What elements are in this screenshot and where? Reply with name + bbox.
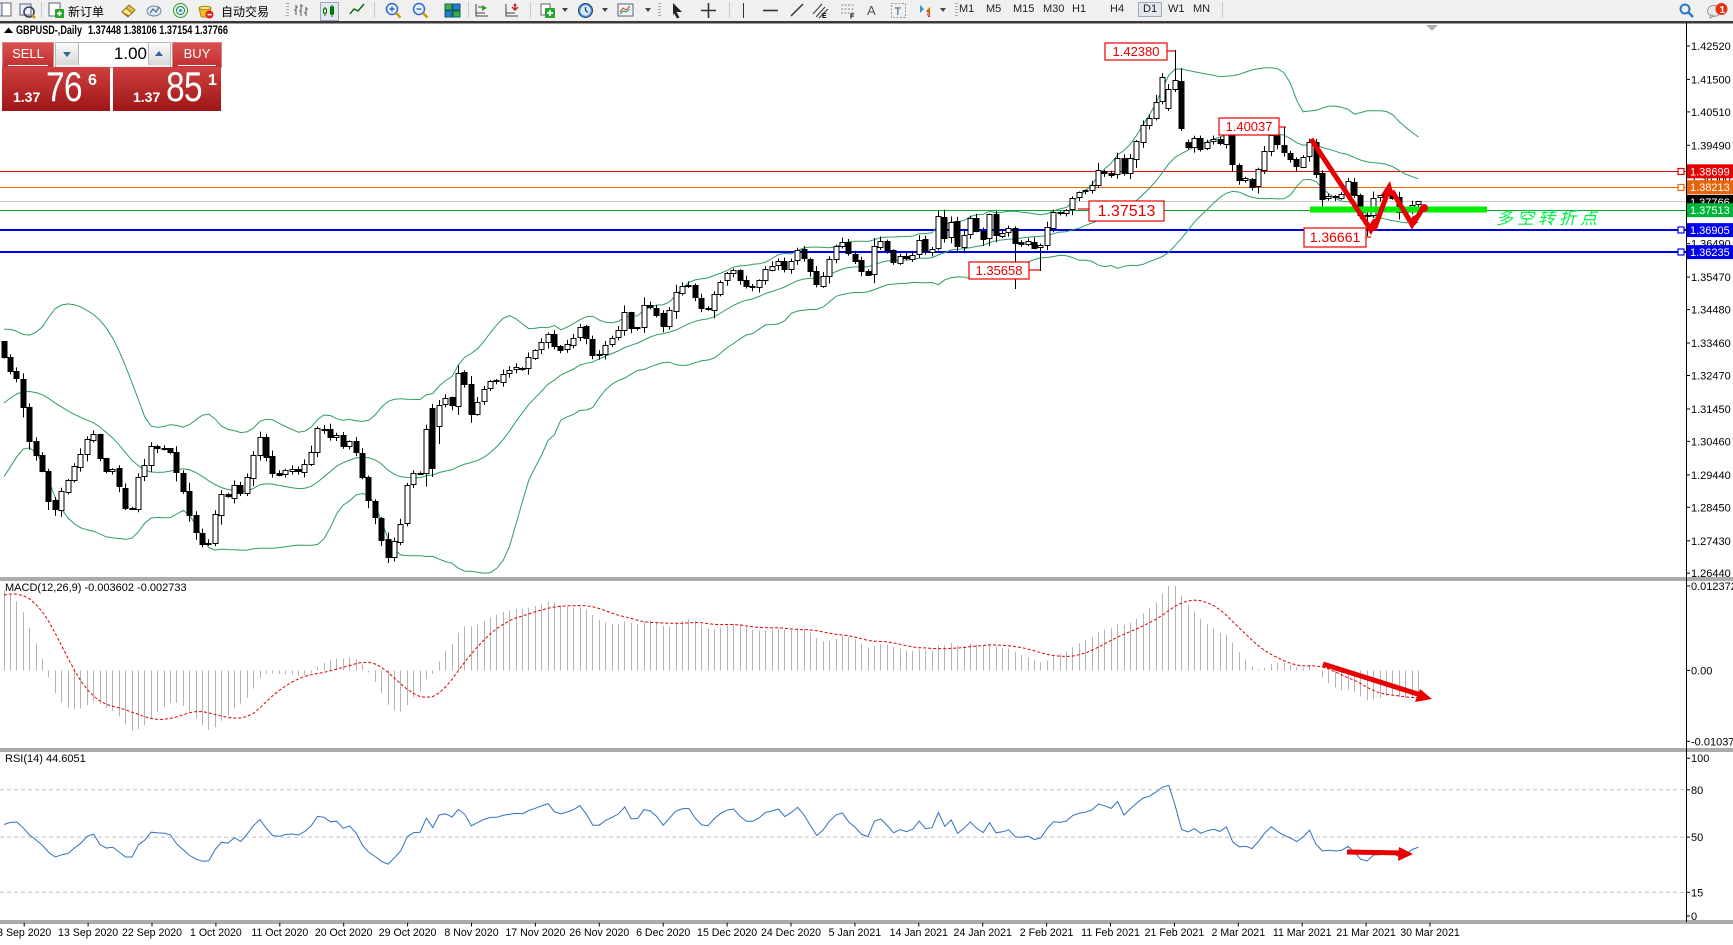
svg-text:1.32470: 1.32470 [1691, 371, 1731, 383]
svg-text:11 Feb 2021: 11 Feb 2021 [1081, 927, 1140, 939]
svg-text:100: 100 [1691, 753, 1709, 765]
svg-text:1 Oct 2020: 1 Oct 2020 [190, 927, 242, 939]
svg-text:29 Oct 2020: 29 Oct 2020 [379, 927, 437, 939]
svg-text:6 Dec 2020: 6 Dec 2020 [636, 927, 690, 939]
svg-text:1.26440: 1.26440 [1691, 568, 1731, 580]
svg-text:MACD(12,26,9) -0.003602 -0.002: MACD(12,26,9) -0.003602 -0.002733 [5, 582, 187, 594]
svg-text:1.31450: 1.31450 [1691, 404, 1731, 416]
svg-text:1.38699: 1.38699 [1690, 166, 1730, 178]
svg-text:8 Nov 2020: 8 Nov 2020 [444, 927, 498, 939]
svg-text:24 Jan 2021: 24 Jan 2021 [954, 927, 1012, 939]
svg-text:30 Mar 2021: 30 Mar 2021 [1400, 927, 1460, 939]
svg-text:1.28450: 1.28450 [1691, 502, 1731, 514]
svg-text:1.34480: 1.34480 [1691, 305, 1731, 317]
svg-text:22 Sep 2020: 22 Sep 2020 [122, 927, 182, 939]
svg-text:E: E [822, 13, 827, 19]
svg-text:0.00: 0.00 [1691, 665, 1712, 677]
svg-text:T: T [895, 6, 902, 18]
svg-text:-0.010374: -0.010374 [1691, 736, 1733, 748]
svg-text:1: 1 [1720, 5, 1726, 16]
svg-text:5 Jan 2021: 5 Jan 2021 [829, 927, 882, 939]
svg-text:2 Mar 2021: 2 Mar 2021 [1212, 927, 1266, 939]
svg-text:13 Sep 2020: 13 Sep 2020 [58, 927, 118, 939]
svg-text:F: F [850, 14, 855, 20]
svg-text:2 Feb 2021: 2 Feb 2021 [1020, 927, 1074, 939]
svg-text:1.41500: 1.41500 [1691, 74, 1731, 86]
svg-text:15 Dec 2020: 15 Dec 2020 [697, 927, 757, 939]
svg-text:1.42520: 1.42520 [1691, 41, 1731, 53]
svg-text:15: 15 [1691, 887, 1703, 899]
svg-text:1.38213: 1.38213 [1690, 182, 1730, 194]
svg-text:3 Sep 2020: 3 Sep 2020 [0, 927, 51, 939]
svg-text:11 Mar 2021: 11 Mar 2021 [1273, 927, 1332, 939]
svg-text:1.37513: 1.37513 [1098, 203, 1156, 220]
svg-text:1.40510: 1.40510 [1691, 107, 1731, 119]
svg-text:1.42380: 1.42380 [1113, 44, 1160, 59]
svg-text:21 Feb 2021: 21 Feb 2021 [1145, 927, 1205, 939]
svg-text:50: 50 [1691, 832, 1703, 844]
svg-text:26 Nov 2020: 26 Nov 2020 [569, 927, 629, 939]
svg-text:11 Oct 2020: 11 Oct 2020 [251, 927, 308, 939]
svg-text:1.29440: 1.29440 [1691, 470, 1731, 482]
svg-text:1.35658: 1.35658 [976, 263, 1023, 278]
svg-text:14 Jan 2021: 14 Jan 2021 [890, 927, 948, 939]
svg-text:1.36661: 1.36661 [1310, 229, 1361, 245]
svg-text:0: 0 [1691, 911, 1697, 923]
svg-text:21 Mar 2021: 21 Mar 2021 [1336, 927, 1396, 939]
svg-text:1.40037: 1.40037 [1226, 119, 1273, 134]
svg-text:20 Oct 2020: 20 Oct 2020 [315, 927, 373, 939]
svg-text:1.36905: 1.36905 [1690, 225, 1730, 237]
svg-text:GBPUSD-,Daily: GBPUSD-,Daily [16, 25, 82, 37]
svg-text:1.36235: 1.36235 [1690, 247, 1730, 259]
svg-text:1.30460: 1.30460 [1691, 436, 1731, 448]
svg-text:多空转折点: 多空转折点 [1496, 209, 1601, 228]
svg-text:1.39490: 1.39490 [1691, 140, 1731, 152]
svg-text:1.27430: 1.27430 [1691, 536, 1731, 548]
svg-text:0.012372: 0.012372 [1691, 581, 1733, 593]
svg-text:80: 80 [1691, 785, 1703, 797]
svg-text:1.35470: 1.35470 [1691, 272, 1731, 284]
svg-text:24 Dec 2020: 24 Dec 2020 [761, 927, 821, 939]
svg-text:17 Nov 2020: 17 Nov 2020 [505, 927, 565, 939]
svg-text:RSI(14) 44.6051: RSI(14) 44.6051 [5, 753, 86, 765]
svg-text:1.37513: 1.37513 [1690, 205, 1730, 217]
svg-text:1.37448 1.38106 1.37154 1.3776: 1.37448 1.38106 1.37154 1.37766 [88, 25, 228, 37]
svg-text:1.33460: 1.33460 [1691, 338, 1731, 350]
